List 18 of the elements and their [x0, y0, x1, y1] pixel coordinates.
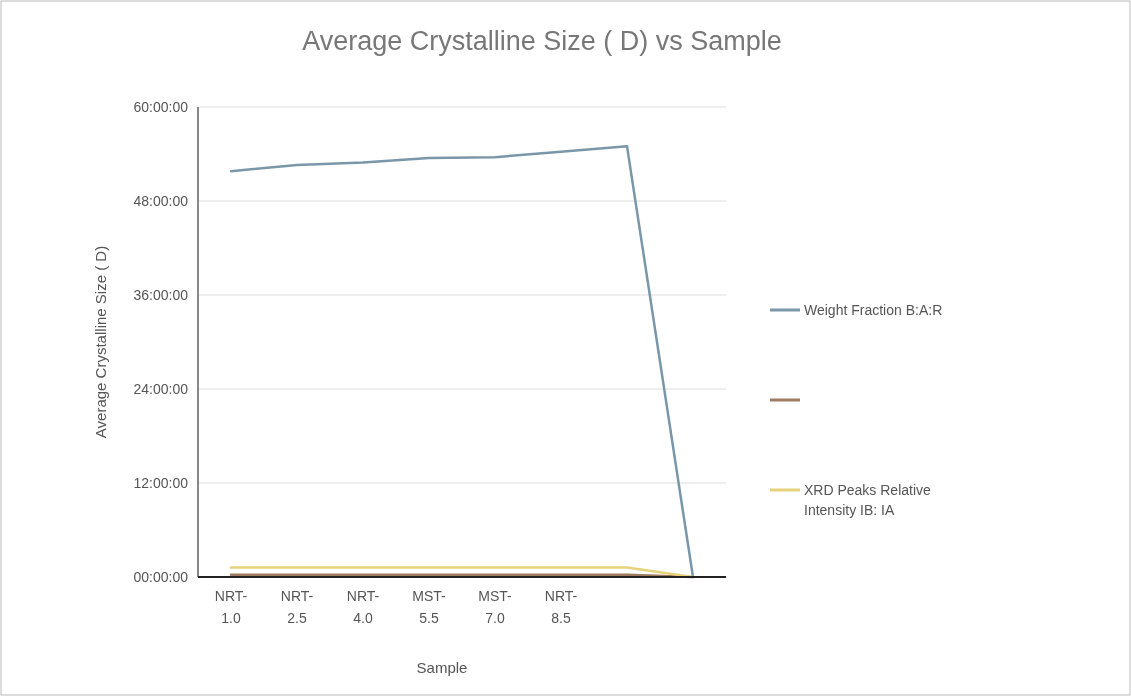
y-tick-label: 36:00:00	[133, 287, 189, 303]
x-tick-label: NRT- 2.5	[280, 588, 314, 626]
y-tick-label: 24:00:00	[133, 381, 189, 397]
y-axis-title: Average Crystalline Size ( D)	[92, 245, 109, 439]
x-tick-label: NRT- 8.5	[544, 588, 578, 626]
x-tick-label: MST- 5.5	[412, 588, 447, 626]
line-series	[229, 144, 695, 579]
x-tick-label: MST- 7.0	[478, 588, 513, 626]
x-tick-label: NRT- 4.0	[346, 588, 380, 626]
chart-title: Average Crystalline Size ( D) vs Sample	[302, 26, 782, 56]
x-axis-title: Sample	[416, 659, 468, 676]
x-tick-label: NRT- 1.0	[214, 588, 248, 626]
legend-label: Weight Fraction B:A:R	[804, 302, 943, 318]
legend-label: XRD Peaks Relative Intensity IB: IA	[804, 482, 932, 518]
y-tick-label: 60:00:00	[133, 99, 189, 115]
y-tick-label: 48:00:00	[133, 193, 189, 209]
y-tick-label: 12:00:00	[133, 475, 189, 491]
y-tick-label: 00:00:00	[133, 569, 189, 585]
